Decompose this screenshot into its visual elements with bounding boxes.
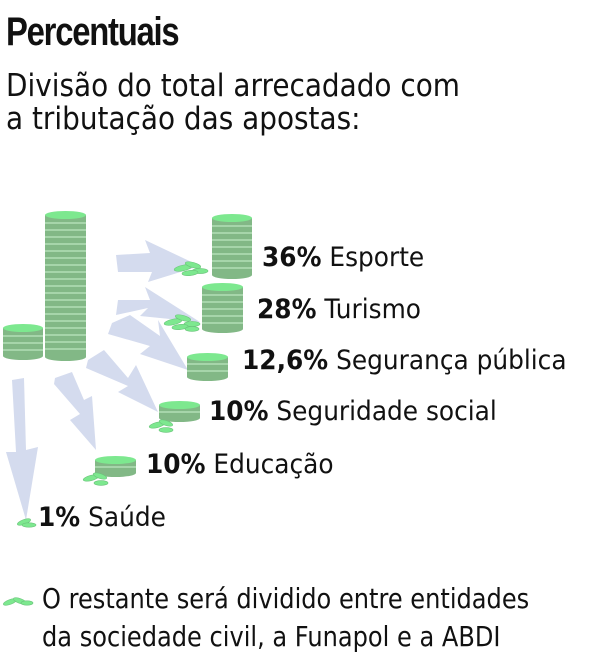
subtitle: Divisão do total arrecadado com a tribut…	[6, 70, 460, 136]
footnote-line-2: da sociedade civil, a Funapol e a ABDI	[42, 620, 501, 653]
subtitle-line-1: Divisão do total arrecadado com	[6, 68, 460, 104]
item-label: Segurança pública	[336, 345, 567, 376]
loose-coins-icon	[148, 419, 174, 433]
item-percent: 36%	[262, 242, 322, 273]
footnote-line-1: O restante será dividido entre entidades	[42, 582, 530, 615]
item-percent: 28%	[257, 294, 317, 325]
coin-stack-icon	[202, 283, 243, 333]
item-turismo: 28% Turismo	[257, 294, 421, 325]
item-percent: 10%	[209, 396, 269, 427]
item-percent: 12,6%	[242, 345, 329, 376]
item-label: Esporte	[329, 242, 425, 273]
coin-stack-icon	[187, 353, 228, 381]
coin-stack-icon	[45, 211, 86, 361]
item-label: Seguridade social	[276, 396, 497, 427]
item-label: Turismo	[324, 294, 421, 325]
footnote: O restante será dividido entre entidades…	[42, 580, 529, 656]
item-esporte: 36% Esporte	[262, 242, 424, 273]
item-saude: 1% Saúde	[38, 502, 166, 533]
item-percent: 1%	[38, 502, 81, 533]
item-educacao: 10% Educação	[146, 449, 334, 480]
loose-coins-icon	[173, 261, 209, 276]
loose-coins-icon	[17, 518, 37, 528]
subtitle-line-2: a tributação das apostas:	[6, 101, 361, 137]
item-percent: 10%	[146, 449, 206, 480]
page-title: Percentuais	[6, 10, 180, 54]
coin-stack-icon	[212, 214, 252, 279]
item-label: Educação	[213, 449, 334, 480]
item-seguridade-social: 10% Seguridade social	[209, 396, 497, 427]
coin-stack-icon	[159, 401, 200, 422]
loose-coins-icon	[82, 472, 109, 486]
item-label: Saúde	[88, 502, 166, 533]
loose-coins-icon	[163, 314, 201, 332]
coin-stack-icon	[95, 456, 136, 477]
item-seguranca-publica: 12,6% Segurança pública	[242, 345, 567, 376]
coin-stack-icon	[3, 324, 43, 360]
loose-coins-icon	[3, 597, 34, 606]
